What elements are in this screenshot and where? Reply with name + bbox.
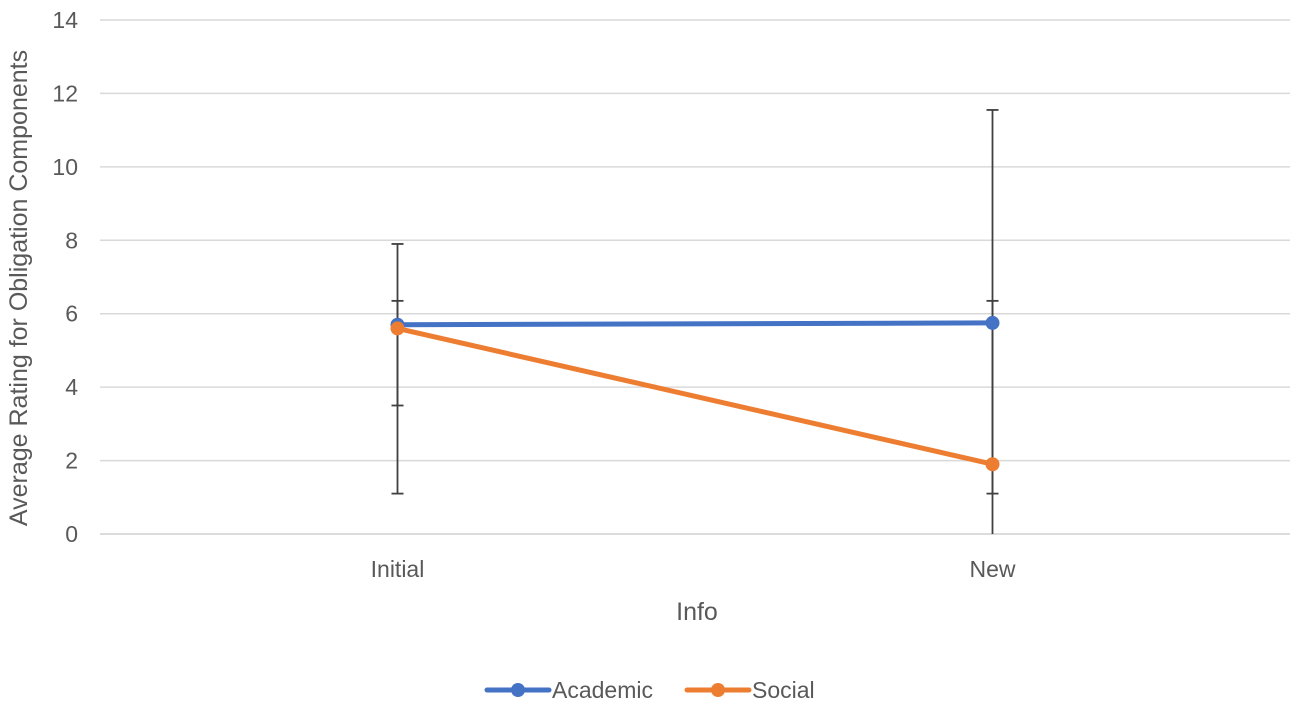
y-axis-ticks: 0 2 4 6 8 10 12 14 [52,7,78,547]
y-tick-label: 12 [52,80,78,106]
x-axis-title: Info [676,598,718,626]
y-tick-label: 4 [65,374,78,400]
legend-marker [511,683,525,697]
gridlines [100,19,1290,535]
legend-label: Social [752,677,815,703]
y-tick-label: 14 [52,7,78,33]
data-point [390,321,405,336]
y-tick-label: 2 [65,448,78,474]
x-tick-label: Initial [371,556,425,582]
x-tick-label: New [969,556,1015,582]
x-axis-ticks: Initial New [371,556,1016,582]
data-point [985,315,1000,330]
y-tick-label: 6 [65,301,78,327]
data-point [985,457,1000,472]
y-tick-label: 10 [52,154,78,180]
series-lines [390,315,1000,472]
legend: Academic Social [484,677,815,703]
y-axis-title: Average Rating for Obligation Components [5,50,33,526]
series-line [395,325,995,467]
legend-label: Academic [552,677,653,703]
legend-marker [711,683,725,697]
y-tick-label: 0 [65,521,78,547]
y-tick-label: 8 [65,227,78,253]
series-line [395,320,995,328]
